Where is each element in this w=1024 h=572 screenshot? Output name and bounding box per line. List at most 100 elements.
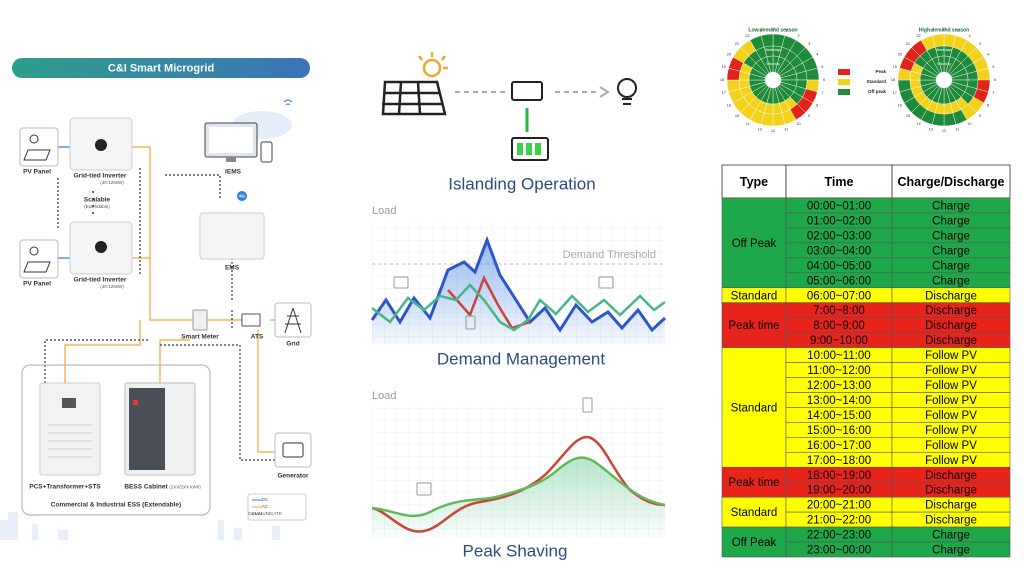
type-label: Peak time	[728, 320, 779, 332]
hour-label: 4	[987, 53, 989, 57]
time-label: 06:00~07:00	[807, 290, 871, 302]
ring-label: Sunday	[938, 76, 950, 80]
action-label: Follow PV	[925, 440, 977, 452]
legend-swatch	[838, 69, 850, 75]
axis-label: Load	[372, 390, 396, 402]
label: (2XX/2XX kWh)	[169, 485, 201, 490]
pcs-cabinet	[39, 382, 101, 476]
tou-charts: Low demand season High demand season Wee…	[720, 27, 996, 133]
hour-label: 6	[823, 78, 825, 82]
legend-label: Off peak	[868, 89, 887, 94]
label: Smart Meter	[181, 334, 219, 341]
ring-segment	[766, 55, 774, 73]
hour-label: 8	[987, 104, 989, 108]
hour-label: 17	[722, 91, 726, 95]
type-label: Standard	[731, 290, 778, 302]
hour-label: 24	[771, 27, 775, 31]
action-label: Charge	[932, 215, 970, 227]
action-label: Discharge	[925, 320, 977, 332]
hour-label: 17	[893, 91, 897, 95]
action-label: Follow PV	[925, 425, 977, 437]
type-cell	[721, 197, 787, 289]
label: PV Panel	[23, 169, 51, 176]
label: EMS	[225, 265, 240, 272]
peak-shaving: Load Peak Shaving	[371, 390, 666, 560]
time-label: 04:00~05:00	[807, 260, 871, 272]
action-label: Discharge	[925, 515, 977, 527]
pv-panel-icon	[19, 239, 59, 279]
time-label: 18:00~19:00	[807, 470, 871, 482]
label: Grid	[286, 341, 299, 348]
ring-label: Saturday	[937, 62, 951, 66]
shaved-load	[371, 456, 666, 518]
solar-icon	[381, 52, 448, 116]
label: (30-125kW)	[100, 284, 124, 289]
hour-label: 2	[797, 34, 799, 38]
label: Generator	[277, 473, 309, 480]
hour-label: 20	[898, 53, 902, 57]
hour-label: 3	[808, 42, 810, 46]
time-label: 05:00~06:00	[807, 275, 871, 287]
cell	[891, 541, 1011, 558]
original-load	[370, 235, 667, 333]
ac-line	[132, 146, 245, 321]
legend-label: COMMUNICATE	[248, 511, 282, 516]
bess-cabinet	[124, 382, 196, 476]
hour-label: 24	[942, 27, 946, 31]
header-label: Type	[740, 175, 768, 189]
time-label: 9:00~10:00	[810, 335, 868, 347]
label: IEMS	[225, 169, 242, 176]
scalable-dots	[92, 191, 94, 214]
time-label: 17:00~18:00	[807, 455, 871, 467]
time-label: 7:00~8:00	[813, 305, 864, 317]
inverter-icon	[511, 81, 543, 101]
hour-label: 23	[758, 29, 762, 33]
label: PV Panel	[23, 281, 51, 288]
ac-line	[159, 339, 190, 383]
hour-label: 22	[745, 34, 749, 38]
hour-label: 14	[745, 122, 749, 126]
hour-label: 16	[727, 104, 731, 108]
hour-label: 2	[968, 34, 970, 38]
action-label: Charge	[932, 275, 970, 287]
hour-label: 15	[735, 114, 739, 118]
hour-label: 9	[808, 114, 810, 118]
tou-table: Type Time Charge/Discharge Off Peak 00:00~01…	[721, 164, 1011, 558]
network-badge	[237, 191, 247, 201]
pv-panel-icon	[19, 127, 59, 167]
time-label: 02:00~03:00	[807, 230, 871, 242]
hour-label: 18	[891, 78, 895, 82]
hour-label: 20	[727, 53, 731, 57]
time-label: 19:00~20:00	[807, 485, 871, 497]
label: ATS	[251, 334, 264, 341]
label: Scalable	[84, 197, 111, 204]
action-label: Discharge	[925, 305, 977, 317]
generator-icon	[274, 432, 312, 468]
action-label: Charge	[932, 230, 970, 242]
ess-frame	[21, 364, 211, 516]
type-label: Off Peak	[732, 238, 777, 250]
hour-label: 7	[821, 91, 823, 95]
hour-label: 14	[916, 122, 920, 126]
ring-label: Weekdays	[936, 48, 953, 52]
battery-icon	[598, 276, 614, 289]
hour-label: 10	[967, 122, 971, 126]
battery-icon	[465, 315, 476, 330]
type-cell	[721, 466, 787, 498]
time-label: 14:00~15:00	[807, 410, 871, 422]
ring-label: Sunday	[767, 76, 779, 80]
legend-label: AC	[262, 504, 269, 509]
legend-frame	[247, 493, 307, 521]
time-label: 22:00~23:00	[807, 530, 871, 542]
ems-icon	[199, 212, 265, 260]
hour-label: 5	[992, 65, 994, 69]
battery-icon	[582, 397, 593, 413]
hour-label: 18	[720, 78, 724, 82]
action-label: Discharge	[925, 335, 977, 347]
time-label: 13:00~14:00	[807, 395, 871, 407]
label: Grid-tied Inverter	[74, 277, 127, 284]
panel-title: Peak Shaving	[463, 541, 568, 560]
hour-label: 7	[992, 91, 994, 95]
iems-icon	[204, 99, 293, 163]
